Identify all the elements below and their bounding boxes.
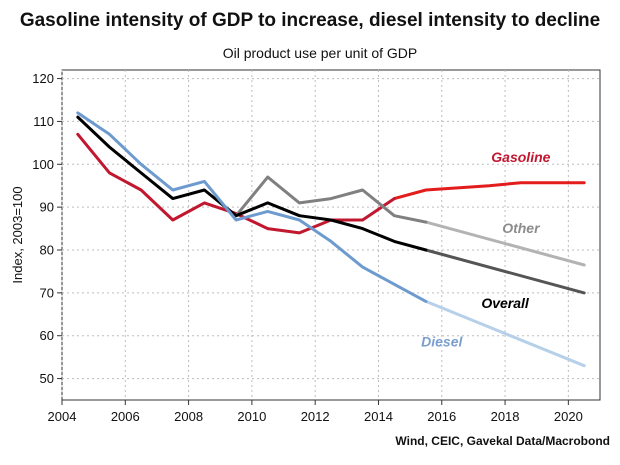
y-tick-label: 50 xyxy=(40,371,54,386)
x-tick-label: 2008 xyxy=(174,409,203,424)
x-tick-label: 2006 xyxy=(111,409,140,424)
diesel-label: Diesel xyxy=(421,333,463,349)
x-axis-ticks: 2004 2006 2008 2010 2012 2014 2016 2018 2020 xyxy=(48,400,583,424)
x-tick-label: 2016 xyxy=(427,409,456,424)
x-tick-label: 2020 xyxy=(554,409,583,424)
x-tick-label: 2010 xyxy=(237,409,266,424)
gasoline-label: Gasoline xyxy=(491,149,550,165)
chart-title: Gasoline intensity of GDP to increase, d… xyxy=(20,10,600,31)
y-tick-label: 60 xyxy=(40,328,54,343)
chart-subtitle: Oil product use per unit of GDP xyxy=(223,45,418,61)
y-tick-label: 110 xyxy=(33,114,54,129)
y-tick-label: 120 xyxy=(32,71,54,86)
series-lines xyxy=(76,111,586,368)
other-label: Other xyxy=(502,220,541,236)
overall-label: Overall xyxy=(481,295,530,311)
y-tick-label: 70 xyxy=(40,285,54,300)
y-axis-ticks: 50 60 70 80 90 100 110 120 xyxy=(32,71,62,386)
y-axis-label: Index, 2003=100 xyxy=(10,186,25,283)
series-labels: Gasoline Other Overall Diesel xyxy=(421,149,551,349)
overall-projection-line xyxy=(424,248,586,295)
x-tick-label: 2018 xyxy=(491,409,520,424)
other-projection-line xyxy=(424,220,586,267)
plot-area xyxy=(61,69,601,401)
diesel-projection-line xyxy=(424,299,586,368)
x-tick-label: 2014 xyxy=(364,409,393,424)
x-tick-label: 2012 xyxy=(301,409,330,424)
y-tick-label: 100 xyxy=(32,157,54,172)
y-tick-label: 80 xyxy=(40,243,54,258)
diesel-line xyxy=(76,111,428,303)
x-tick-label: 2004 xyxy=(48,409,77,424)
gasoline-projection-line xyxy=(392,181,586,201)
y-tick-label: 90 xyxy=(40,200,54,215)
overall-line xyxy=(76,115,428,252)
other-line xyxy=(234,175,428,224)
source-note: Wind, CEIC, Gavekal Data/Macrobond xyxy=(395,434,610,448)
